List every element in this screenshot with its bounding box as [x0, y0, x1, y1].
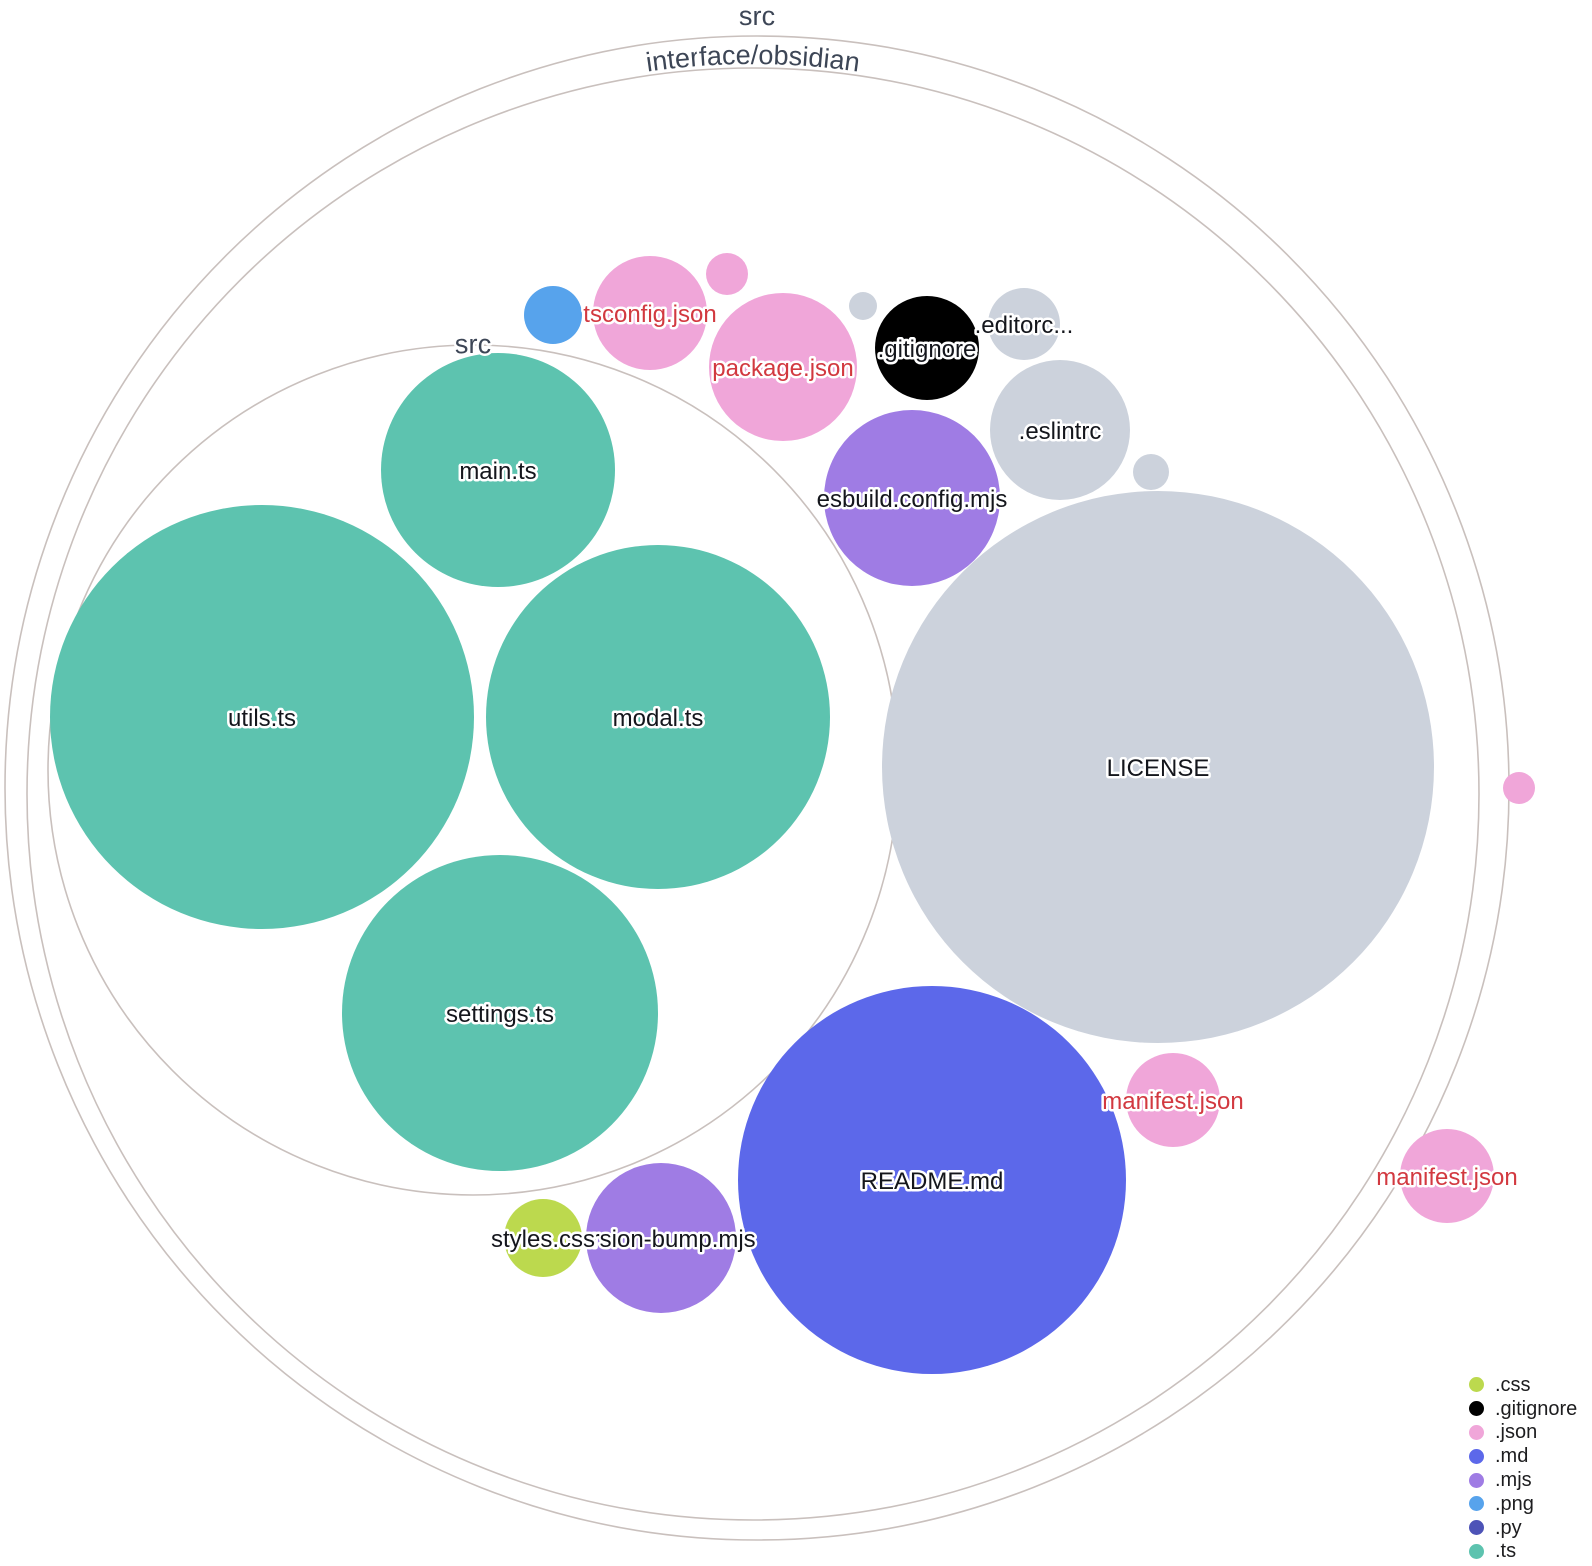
file-label-manifest-json: manifest.json: [1376, 1164, 1517, 1191]
file-label-main-ts: main.ts: [459, 458, 536, 485]
file-bubble-eslintrc: [990, 360, 1130, 500]
file-bubble-editorc: [988, 288, 1060, 360]
file-bubble-main-ts: [381, 353, 615, 587]
file-label-utils-ts: utils.ts: [228, 705, 296, 732]
file-label-version-bump-mjs: version-bump.mjs: [566, 1226, 755, 1253]
file-label-modal-ts: modal.ts: [613, 705, 704, 732]
file-label-settings-ts: settings.ts: [446, 1001, 554, 1028]
file-label-gitignore: .gitignore: [878, 336, 977, 363]
file-bubble-settings-ts: [342, 855, 658, 1171]
file-label-styles-css: styles.css: [491, 1226, 595, 1253]
legend-label: .ts: [1495, 1540, 1517, 1563]
file-bubble-manifest-json: [1400, 1129, 1494, 1223]
file-bubble-gitignore: [875, 296, 979, 400]
file-bubble-readme-md: [738, 986, 1126, 1374]
file-label-package-json: package.json: [712, 355, 853, 382]
legend-label: .mjs: [1495, 1469, 1532, 1492]
legend-item-css: .css: [1469, 1373, 1577, 1397]
legend-dot-md-icon: [1469, 1448, 1484, 1464]
file-label-license: LICENSE: [1107, 755, 1210, 782]
file-bubble-json: [706, 253, 748, 295]
file-bubble-none: [849, 292, 877, 320]
legend-item-png: .png: [1469, 1492, 1577, 1516]
file-bubble-modal-ts: [486, 545, 830, 889]
file-label-editorc: .editorc...: [975, 312, 1074, 339]
legend-item-gitignore: .gitignore: [1469, 1397, 1577, 1421]
legend-item-py: .py: [1469, 1516, 1577, 1540]
legend-dot-json-icon: [1469, 1424, 1484, 1440]
folder-label-src: src: [454, 329, 491, 359]
file-extension-legend: .css .gitignore .json .md .mjs .png .py .ts: [1469, 1373, 1577, 1563]
legend-dot-py-icon: [1469, 1520, 1484, 1536]
file-bubble-utils-ts: [50, 505, 474, 929]
file-bubble-styles-css: [504, 1199, 582, 1277]
legend-label: .py: [1495, 1516, 1522, 1539]
legend-dot-css-icon: [1469, 1377, 1484, 1393]
file-bubble-json: [1503, 772, 1535, 804]
legend-label: .md: [1495, 1445, 1529, 1468]
folder-circle-interface-obsidian: [26, 67, 1480, 1521]
legend-label: .json: [1495, 1421, 1538, 1444]
folder-label-src: src: [739, 1, 776, 31]
file-bubble-esbuild-config-mjs: [824, 410, 1000, 586]
file-label-readme-md: README.md: [861, 1168, 1004, 1195]
file-bubble-version-bump-mjs: [586, 1163, 736, 1313]
legend-dot-ts-icon: [1469, 1543, 1484, 1559]
file-label-tsconfig-json: tsconfig.json: [583, 301, 716, 328]
legend-item-md: .md: [1469, 1444, 1577, 1468]
file-label-eslintrc: .eslintrc: [1019, 418, 1102, 445]
legend-label: .css: [1495, 1373, 1531, 1396]
legend-item-json: .json: [1469, 1421, 1577, 1445]
legend-label: .png: [1495, 1492, 1534, 1515]
legend-item-ts: .ts: [1469, 1540, 1577, 1564]
legend-label: .gitignore: [1495, 1397, 1578, 1420]
file-label-manifest-json: manifest.json: [1102, 1088, 1243, 1115]
legend-dot-mjs-icon: [1469, 1472, 1484, 1488]
folder-label-interface-obsidian: interface/obsidian: [644, 40, 862, 78]
legend-item-mjs: .mjs: [1469, 1468, 1577, 1492]
legend-dot-gitignore-icon: [1469, 1401, 1484, 1417]
file-bubble-manifest-json: [1126, 1053, 1220, 1147]
file-bubble-tsconfig-json: [593, 256, 707, 370]
file-label-esbuild-config-mjs: esbuild.config.mjs: [817, 486, 1008, 513]
file-bubble-license: [882, 491, 1434, 1043]
legend-dot-png-icon: [1469, 1496, 1484, 1512]
file-bubble-none: [1133, 454, 1169, 490]
file-bubble-package-json: [709, 293, 857, 441]
file-bubble-png: [524, 286, 582, 344]
